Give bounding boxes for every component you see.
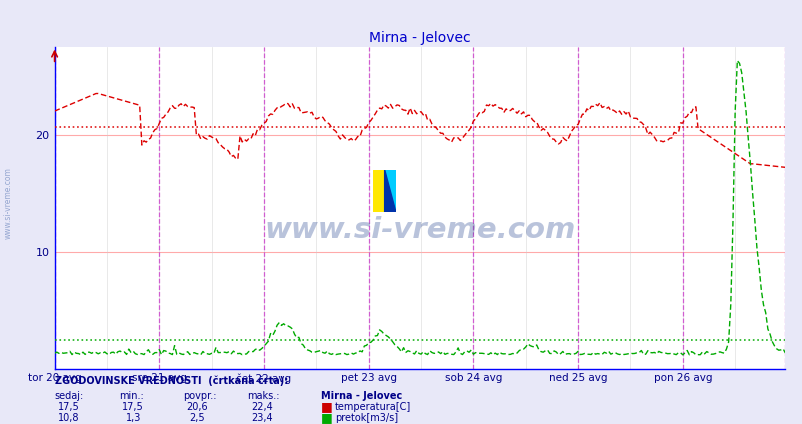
Text: Mirna - Jelovec: Mirna - Jelovec [321, 391, 402, 401]
Text: povpr.:: povpr.: [183, 391, 217, 401]
Text: 2,5: 2,5 [189, 413, 205, 423]
Text: 17,5: 17,5 [122, 402, 144, 412]
Text: 23,4: 23,4 [251, 413, 272, 423]
Text: 10,8: 10,8 [59, 413, 79, 423]
Text: min.:: min.: [119, 391, 144, 401]
Text: 20,6: 20,6 [187, 402, 208, 412]
Bar [373, 170, 384, 212]
Text: pretok[m3/s]: pretok[m3/s] [334, 413, 398, 423]
Text: www.si-vreme.com: www.si-vreme.com [264, 216, 575, 244]
Polygon shape [384, 170, 395, 212]
Text: ■: ■ [321, 410, 333, 424]
Text: 1,3: 1,3 [125, 413, 141, 423]
Title: Mirna - Jelovec: Mirna - Jelovec [369, 31, 470, 45]
Text: 22,4: 22,4 [250, 402, 273, 412]
Text: ZGODOVINSKE VREDNOSTI  (črtkana črta):: ZGODOVINSKE VREDNOSTI (črtkana črta): [55, 375, 287, 386]
Text: ■: ■ [321, 400, 333, 413]
Polygon shape [384, 170, 395, 212]
Text: 17,5: 17,5 [58, 402, 80, 412]
Text: sedaj:: sedaj: [55, 391, 83, 401]
Text: temperatura[C]: temperatura[C] [334, 402, 411, 412]
Text: maks.:: maks.: [247, 391, 279, 401]
Text: www.si-vreme.com: www.si-vreme.com [3, 167, 13, 240]
